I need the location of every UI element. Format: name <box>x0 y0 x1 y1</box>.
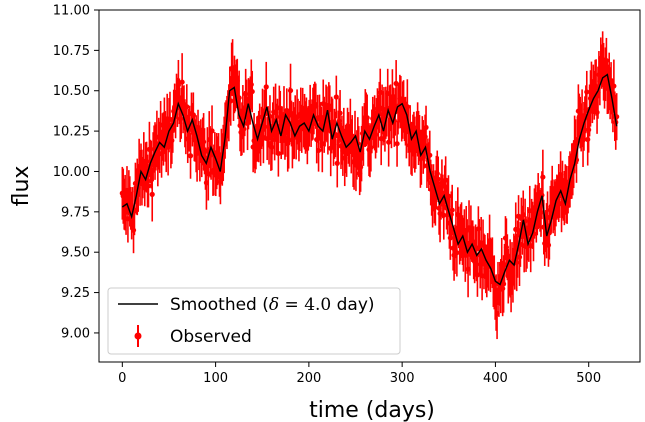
observed-point <box>604 58 609 63</box>
observed-point <box>335 161 340 166</box>
observed-point <box>448 235 453 240</box>
x-axis-title: time (days) <box>309 398 435 422</box>
observed-point <box>585 137 590 142</box>
observed-point <box>316 148 321 153</box>
observed-point <box>276 151 281 156</box>
observed-point <box>386 140 391 145</box>
observed-point <box>586 127 591 132</box>
y-tick-label: 9.50 <box>61 246 90 261</box>
observed-point <box>334 94 339 99</box>
x-tick-label: 400 <box>483 371 508 386</box>
observed-point <box>249 82 254 87</box>
y-tick-label: 9.75 <box>61 205 90 220</box>
observed-point <box>476 226 481 231</box>
observed-point <box>237 95 242 100</box>
y-tick-label: 10.50 <box>53 84 90 99</box>
observed-point <box>584 89 589 94</box>
legend-smoothed-label: Smoothed (δ = 4.0 day) <box>170 295 375 315</box>
observed-point <box>146 183 151 188</box>
observed-point <box>180 79 185 84</box>
observed-point <box>264 84 269 89</box>
observed-point <box>450 207 455 212</box>
observed-point <box>209 128 214 133</box>
observed-point <box>365 115 370 120</box>
observed-point <box>358 165 363 170</box>
y-tick-label: 10.00 <box>53 165 90 180</box>
observed-point <box>538 210 543 215</box>
y-tick-label: 9.25 <box>61 286 90 301</box>
observed-point <box>435 171 440 176</box>
observed-point <box>188 153 193 158</box>
observed-point <box>394 141 399 146</box>
y-tick-label: 10.25 <box>53 125 90 140</box>
observed-point <box>454 250 459 255</box>
x-tick-label: 300 <box>390 371 415 386</box>
observed-point <box>405 104 410 109</box>
x-tick-label: 200 <box>296 371 321 386</box>
observed-point <box>288 88 293 93</box>
observed-point <box>501 281 506 286</box>
observed-point <box>269 145 274 150</box>
observed-point <box>178 116 183 121</box>
observed-point <box>373 132 378 137</box>
observed-point <box>169 138 174 143</box>
y-tick-label: 10.75 <box>53 44 90 59</box>
observed-point <box>611 83 616 88</box>
observed-point <box>546 243 551 248</box>
observed-point <box>250 89 255 94</box>
y-tick-label: 11.00 <box>53 4 90 19</box>
observed-point <box>540 174 545 179</box>
observed-point <box>131 228 136 233</box>
observed-point <box>423 125 428 130</box>
observed-point <box>150 192 155 197</box>
x-tick-label: 100 <box>203 371 228 386</box>
x-tick-label: 500 <box>576 371 601 386</box>
observed-point <box>500 286 505 291</box>
observed-point <box>184 104 189 109</box>
observed-point <box>441 213 446 218</box>
x-tick-label: 0 <box>118 371 126 386</box>
observed-point <box>517 255 522 260</box>
y-axis-title: flux <box>9 166 34 207</box>
legend: Smoothed (δ = 4.0 day) Observed <box>108 288 400 354</box>
observed-point <box>446 193 451 198</box>
observed-point <box>243 91 248 96</box>
y-tick-label: 9.00 <box>61 326 90 341</box>
observed-point <box>337 110 342 115</box>
observed-point <box>201 139 206 144</box>
observed-point <box>436 177 441 182</box>
legend-observed-marker <box>135 333 142 340</box>
observed-point <box>594 110 599 115</box>
observed-point <box>191 112 196 117</box>
observed-point <box>423 134 428 139</box>
legend-observed-label: Observed <box>170 327 252 347</box>
observed-point <box>368 145 373 150</box>
